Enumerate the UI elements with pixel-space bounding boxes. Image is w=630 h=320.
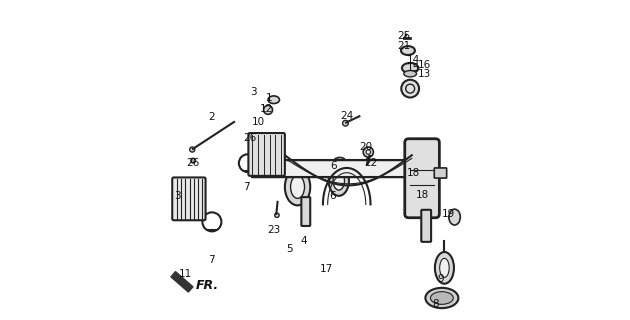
Text: 5: 5: [286, 244, 293, 254]
FancyBboxPatch shape: [172, 178, 205, 220]
Text: 12: 12: [260, 104, 273, 114]
Text: 22: 22: [364, 158, 377, 168]
Ellipse shape: [404, 70, 416, 77]
Text: FR.: FR.: [195, 279, 219, 292]
Circle shape: [190, 147, 195, 152]
Ellipse shape: [402, 63, 418, 73]
Text: 10: 10: [251, 117, 265, 127]
Text: 13: 13: [418, 69, 431, 79]
Text: 20: 20: [359, 142, 372, 152]
Text: 21: 21: [397, 41, 411, 51]
Circle shape: [417, 187, 422, 192]
Text: 4: 4: [301, 236, 307, 246]
Text: 17: 17: [319, 264, 333, 275]
Text: 18: 18: [416, 190, 430, 200]
FancyBboxPatch shape: [404, 139, 439, 218]
Ellipse shape: [401, 46, 415, 55]
Text: 7: 7: [243, 182, 250, 192]
Ellipse shape: [449, 209, 461, 225]
Ellipse shape: [435, 252, 454, 284]
Circle shape: [366, 162, 371, 167]
Ellipse shape: [285, 169, 310, 205]
Text: 19: 19: [442, 209, 455, 219]
FancyBboxPatch shape: [251, 160, 423, 178]
Circle shape: [364, 147, 374, 157]
Ellipse shape: [440, 258, 449, 277]
Ellipse shape: [290, 176, 304, 198]
Text: 14: 14: [407, 55, 420, 65]
Text: 24: 24: [340, 111, 353, 121]
Text: 6: 6: [329, 191, 336, 202]
Circle shape: [401, 80, 419, 98]
Text: 18: 18: [407, 168, 420, 178]
Text: 1: 1: [266, 93, 272, 103]
Text: 3: 3: [250, 87, 256, 97]
Text: 6: 6: [331, 161, 337, 171]
Circle shape: [343, 120, 348, 126]
Text: 2: 2: [209, 112, 215, 122]
Ellipse shape: [430, 292, 454, 304]
Text: 9: 9: [437, 274, 444, 284]
FancyBboxPatch shape: [434, 168, 447, 178]
Text: 26: 26: [186, 158, 200, 168]
Circle shape: [366, 150, 370, 154]
Text: 3: 3: [174, 191, 180, 202]
FancyBboxPatch shape: [248, 133, 285, 176]
Ellipse shape: [425, 195, 433, 208]
Ellipse shape: [333, 171, 345, 190]
Text: 8: 8: [432, 299, 439, 309]
FancyBboxPatch shape: [301, 197, 310, 226]
FancyArrow shape: [171, 272, 193, 292]
Ellipse shape: [425, 288, 459, 308]
Text: 25: 25: [397, 31, 411, 41]
Text: 7: 7: [209, 255, 215, 265]
Text: 15: 15: [407, 63, 420, 73]
Text: 11: 11: [178, 269, 192, 279]
Circle shape: [275, 213, 279, 217]
Ellipse shape: [333, 157, 347, 169]
FancyBboxPatch shape: [421, 210, 431, 242]
Circle shape: [263, 105, 273, 114]
Ellipse shape: [268, 96, 280, 104]
Text: 23: 23: [267, 225, 280, 235]
Ellipse shape: [329, 165, 349, 196]
Text: 26: 26: [243, 133, 256, 143]
Text: 16: 16: [418, 60, 431, 70]
